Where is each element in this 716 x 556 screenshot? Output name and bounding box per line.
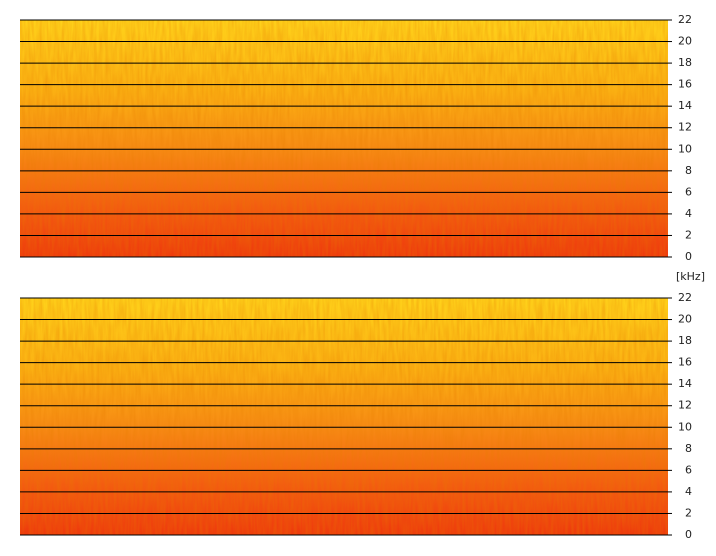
y-tick-label: 4 [685, 485, 692, 498]
y-tick-label: 10 [678, 420, 692, 433]
y-tick-label: 6 [685, 463, 692, 476]
y-tick-label: 4 [685, 207, 692, 220]
y-tick-label: 22 [678, 13, 692, 26]
y-tick-label: 20 [678, 35, 692, 48]
y-tick-label: 14 [678, 377, 692, 390]
spectrogram-texture [20, 298, 668, 535]
y-tick-label: 8 [685, 442, 692, 455]
y-tick-label: 10 [678, 142, 692, 155]
y-tick-label: 12 [678, 121, 692, 134]
y-tick-label: 2 [685, 506, 692, 519]
y-tick-label: 12 [678, 399, 692, 412]
y-tick-label: 2 [685, 228, 692, 241]
y-tick-label: 0 [685, 528, 692, 541]
y-tick-label: 18 [678, 334, 692, 347]
y-tick-label: 18 [678, 56, 692, 69]
y-axis-label: [kHz] [676, 270, 705, 283]
y-tick-label: 20 [678, 313, 692, 326]
spectrogram-texture [20, 20, 668, 257]
y-tick-label: 22 [678, 291, 692, 304]
y-tick-label: 8 [685, 164, 692, 177]
y-tick-label: 6 [685, 185, 692, 198]
y-tick-label: 14 [678, 99, 692, 112]
y-tick-label: 16 [678, 78, 692, 91]
y-tick-label: 16 [678, 356, 692, 369]
y-tick-label: 0 [685, 250, 692, 263]
